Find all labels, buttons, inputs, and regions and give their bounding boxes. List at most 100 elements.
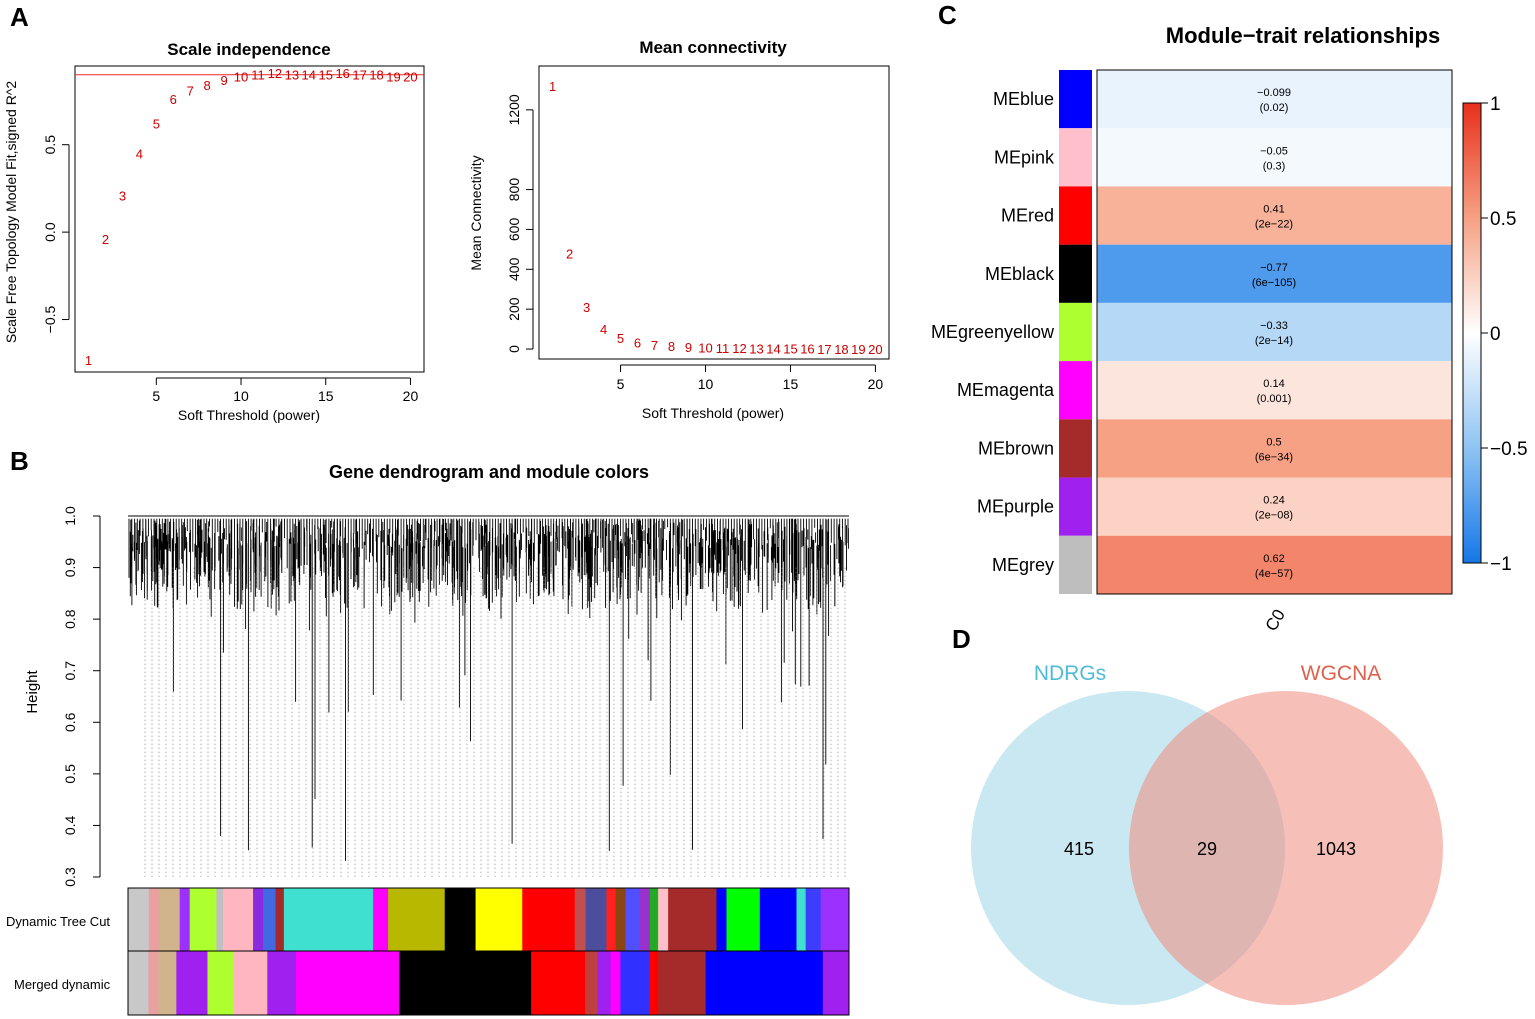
dendrogram-y-tick-label: 0.6 (62, 712, 78, 732)
colorbar-tick-label: 0.5 (1490, 209, 1516, 230)
scale-point-label: 12 (268, 66, 282, 81)
conn-y-axis: 0 200 400 600 800 1200 (506, 94, 534, 353)
module-color-segment (148, 888, 160, 951)
conn-point-label: 16 (800, 342, 814, 357)
heatmap-cell-value: −0.77 (1260, 262, 1288, 274)
panel-label-d: D (952, 624, 971, 654)
module-color-segment (610, 951, 621, 1015)
module-color-segment (216, 888, 224, 951)
venn-count-ndrgs-only: 415 (1064, 839, 1094, 859)
module-color-segment (726, 888, 761, 951)
venn-diagram: NDRGs WGCNA 415 29 1043 (971, 662, 1443, 1005)
module-color-segment (638, 888, 651, 951)
module-color-bars (127, 887, 850, 1016)
scale-independence-plot: Scale independence 5 10 15 20 −0.50.00.5 12… (3, 40, 425, 423)
dendrogram-leaf-guides (144, 567, 846, 877)
module-color-segment (128, 951, 149, 1015)
conn-point-label: 10 (698, 341, 712, 356)
colorbar-ticks: 1 0.5 0 −0.5 −1 (1481, 94, 1528, 575)
conn-y-tick-label: 200 (506, 297, 522, 321)
module-color-segment (176, 951, 208, 1015)
venn-label-ndrgs: NDRGs (1034, 662, 1106, 685)
conn-y-tick-label: 0 (506, 345, 522, 353)
venn-count-wgcna-only: 1043 (1316, 839, 1356, 859)
heatmap-cell-pvalue: (0.001) (1257, 393, 1292, 405)
module-color-segment (373, 888, 389, 951)
scale-y-axis: −0.5 0.0 0.5 (42, 135, 70, 333)
module-label: MEblack (985, 264, 1055, 284)
module-color-segment (574, 888, 587, 951)
module-color-segment (233, 951, 268, 1015)
module-label: MEmagenta (957, 380, 1055, 400)
heatmap-cell (1097, 535, 1452, 594)
dendrogram-y-tick-label: 0.9 (62, 558, 78, 578)
scale-point-label: 9 (220, 73, 227, 88)
heatmap-cell (1097, 70, 1452, 129)
conn-x-label: Soft Threshold (power) (642, 405, 784, 421)
module-color-segment (148, 951, 159, 1015)
conn-point-label: 12 (732, 341, 746, 356)
scale-point-label: 8 (204, 78, 211, 93)
scale-point-label: 18 (369, 68, 383, 83)
dendrogram-panel: Gene dendrogram and module colors 0.3 0.4… (6, 462, 850, 1016)
scale-point-label: 2 (102, 232, 109, 247)
conn-point-label: 8 (668, 339, 675, 354)
conn-x-tick-label: 15 (783, 376, 799, 392)
dendrogram-title: Gene dendrogram and module colors (329, 462, 649, 482)
module-swatch (1059, 186, 1092, 245)
venn-circle-wgcna (1129, 691, 1443, 1005)
module-color-segment (444, 888, 477, 951)
heatmap-cell-pvalue: (4e−57) (1255, 568, 1293, 580)
heatmap-cell-value: 0.5 (1266, 436, 1281, 448)
scale-point-label: 10 (234, 69, 248, 84)
conn-y-tick-label: 1200 (506, 94, 522, 125)
heatmap-cell-pvalue: (6e−34) (1255, 451, 1293, 463)
module-color-segment (822, 951, 850, 1015)
scale-point-label: 14 (302, 68, 316, 83)
module-color-segment (179, 888, 191, 951)
conn-point-label: 7 (651, 338, 658, 353)
heatmap-cell-pvalue: (0.02) (1260, 102, 1289, 114)
module-swatch (1059, 70, 1092, 129)
colorbar-tick-label: 0 (1490, 324, 1501, 345)
scale-point-label: 1 (85, 353, 92, 368)
heatmap-title: Module−trait relationships (1166, 23, 1440, 48)
dendrogram-y-tick-label: 0.7 (62, 661, 78, 681)
scale-point-label: 13 (285, 68, 299, 83)
scale-x-tick-label: 5 (152, 388, 160, 404)
scale-point-label: 19 (386, 69, 400, 84)
module-swatch (1059, 302, 1092, 362)
heatmap-cell (1097, 186, 1452, 245)
scale-independence-title: Scale independence (167, 40, 330, 59)
heatmap-frame (1096, 69, 1453, 595)
heatmap-cell-value: −0.33 (1260, 320, 1288, 332)
module-color-segment (615, 888, 627, 951)
scale-point-label: 6 (170, 92, 177, 107)
scale-x-label: Soft Threshold (power) (178, 407, 320, 423)
conn-x-axis: 5 10 15 20 (617, 364, 883, 392)
conn-point-label: 1 (549, 79, 556, 94)
module-color-segment (716, 888, 727, 951)
module-swatch (1059, 477, 1092, 536)
module-swatch (1059, 535, 1092, 594)
scale-plot-frame (74, 65, 425, 373)
conn-point-label: 4 (600, 322, 607, 337)
heatmap-cell-value: −0.099 (1257, 87, 1291, 99)
heatmap-rows: MEblue −0.099 (0.02) MEpink −0.05 (0.3) MEred 0… (931, 70, 1452, 594)
scale-x-tick-label: 15 (318, 388, 334, 404)
heatmap-cell (1097, 419, 1452, 478)
dendrogram-y-tick-label: 1.0 (62, 506, 78, 526)
module-color-segment (597, 951, 612, 1015)
dendrogram-y-tick-label: 0.5 (62, 764, 78, 784)
module-color-segment (759, 888, 797, 951)
module-color-segment (263, 888, 277, 951)
heatmap-cell-value: 0.62 (1263, 553, 1284, 565)
venn-count-intersection: 29 (1197, 839, 1217, 859)
module-color-segment (522, 888, 576, 951)
module-color-segment (625, 888, 640, 951)
scale-point-label: 15 (319, 68, 333, 83)
colorbar-tick-label: −0.5 (1490, 439, 1528, 460)
heatmap-cell-value: 0.41 (1263, 204, 1284, 216)
